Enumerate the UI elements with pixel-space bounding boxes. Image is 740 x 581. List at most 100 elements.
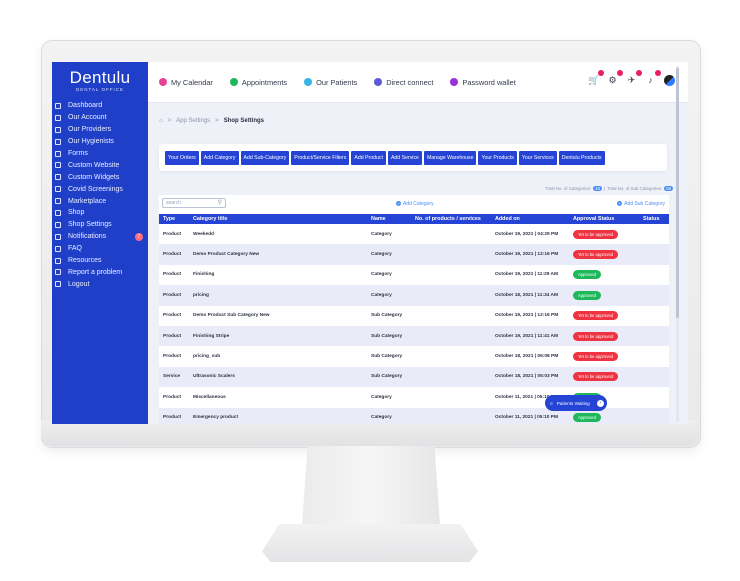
warning-icon bbox=[55, 269, 61, 276]
status-badge[interactable]: Yet to be approved bbox=[573, 352, 619, 362]
table-row[interactable]: Product Finishing Category October 19, 2021… bbox=[159, 265, 669, 285]
cell-added: October 19, 2021 | 11:41 AM bbox=[491, 325, 569, 347]
plus-icon: + bbox=[617, 201, 623, 206]
top-links: My Calendar Appointments Our Patients Direc… bbox=[148, 78, 522, 87]
sidebar-item-label: Custom Widgets bbox=[68, 173, 120, 181]
sidebar-item[interactable]: Our Hygienists bbox=[52, 136, 148, 148]
cell-added: October 11, 2021 | 05:19 PM bbox=[495, 394, 558, 400]
tab-bar: Your Orders Add Category Add Sub-Category P… bbox=[159, 144, 667, 171]
top-link-icon bbox=[304, 78, 313, 86]
table-body: Product Weekedd Category October 19, 2021 |… bbox=[159, 224, 669, 424]
sidebar-item-label: Report a problem bbox=[68, 268, 123, 276]
sidebar-item[interactable]: Logout bbox=[52, 278, 148, 290]
table-row[interactable]: Product Weekedd Category October 19, 2021 |… bbox=[159, 224, 669, 244]
sidebar: Dentulu DENTAL OFFICE Dashboard Our Accou… bbox=[52, 62, 148, 424]
table-row[interactable]: Product Emergency product Category October … bbox=[159, 407, 669, 424]
patients-waiting-button[interactable]: ☺ Patients Waiting › bbox=[545, 395, 607, 411]
add-category-button[interactable]: + Add Category bbox=[396, 201, 434, 207]
cell-title: Ultrasonic Scalers bbox=[189, 366, 367, 388]
top-link[interactable]: Our Patients bbox=[304, 78, 357, 87]
tab-button[interactable]: Add Category bbox=[200, 150, 239, 165]
patients-waiting-label: Patients Waiting bbox=[556, 400, 590, 406]
tab-button[interactable]: Product/Service Filters bbox=[291, 150, 350, 165]
cell-count bbox=[411, 366, 491, 388]
top-link[interactable]: Appointments bbox=[229, 78, 287, 87]
top-link[interactable]: Direct connect bbox=[374, 78, 433, 87]
tab-button[interactable]: Your Services bbox=[518, 150, 557, 165]
breadcrumb-separator: > bbox=[215, 118, 219, 124]
cell-title: Finishing Stripe bbox=[189, 325, 367, 347]
status-badge[interactable]: Yet to be approved bbox=[573, 250, 619, 260]
search-input[interactable]: search ⚲ bbox=[162, 198, 226, 208]
sidebar-item[interactable]: Our Account bbox=[52, 112, 148, 124]
cell-added: October 19, 2021 | 12:16 PM bbox=[491, 244, 569, 265]
add-subcategory-button[interactable]: + Add Sub Category bbox=[617, 201, 665, 207]
sidebar-item[interactable]: Report a problem bbox=[52, 266, 148, 278]
cart-icon[interactable]: 🛒 bbox=[588, 70, 604, 86]
top-link-label: Password wallet bbox=[462, 77, 516, 87]
top-link[interactable]: My Calendar bbox=[159, 78, 213, 87]
cell-added: October 18, 2021 | 06:08 PM bbox=[495, 354, 559, 360]
bell-icon[interactable]: ♪ bbox=[645, 70, 661, 86]
sidebar-item[interactable]: Forms bbox=[52, 148, 148, 160]
status-badge[interactable]: Approved bbox=[573, 290, 601, 300]
status-badge[interactable]: Yet to be approved bbox=[573, 331, 619, 341]
sidebar-item[interactable]: Custom Widgets bbox=[52, 171, 148, 183]
sidebar-item[interactable]: Covid Screenings bbox=[52, 183, 148, 195]
resources-icon bbox=[55, 257, 61, 264]
breadcrumb-parent[interactable]: App Settings bbox=[176, 118, 211, 124]
table-row[interactable]: Product pricing Category October 18, 2021 |… bbox=[159, 285, 669, 306]
status-badge[interactable]: Approved bbox=[573, 413, 601, 423]
column-header: No. of products / services bbox=[411, 214, 491, 224]
sidebar-item[interactable]: Shop bbox=[52, 207, 148, 219]
brand-logo[interactable]: Dentulu DENTAL OFFICE bbox=[52, 62, 148, 100]
sidebar-item[interactable]: Resources bbox=[52, 255, 148, 267]
avatar[interactable] bbox=[664, 75, 675, 86]
sidebar-item[interactable]: Shop Settings bbox=[52, 219, 148, 231]
cell-name: Category bbox=[367, 244, 411, 265]
top-link[interactable]: Password wallet bbox=[450, 77, 516, 87]
cell-status bbox=[639, 366, 669, 388]
sidebar-item[interactable]: Custom Website bbox=[52, 159, 148, 171]
table-header-row: Type Category title Name No. of products / … bbox=[159, 214, 669, 224]
tab-button[interactable]: Manage Warehouse bbox=[423, 150, 477, 165]
status-badge[interactable]: Yet to be approved bbox=[573, 229, 619, 239]
cell-name: Sub Category bbox=[367, 325, 411, 347]
cell-title: Weekedd bbox=[193, 231, 214, 237]
sidebar-item[interactable]: Notifications 7 bbox=[52, 231, 148, 243]
truck-icon[interactable]: ✈ bbox=[626, 70, 642, 86]
categories-count-label: Total No. of Categories: bbox=[545, 186, 592, 191]
category-panel: search ⚲ + Add Category + Add Sub Category… bbox=[159, 195, 669, 424]
home-icon[interactable]: ⌂ bbox=[159, 118, 163, 124]
website-icon bbox=[55, 162, 61, 169]
cell-count bbox=[411, 285, 491, 306]
sidebar-item[interactable]: Marketplace bbox=[52, 195, 148, 207]
sidebar-item[interactable]: FAQ bbox=[52, 243, 148, 255]
table-row[interactable]: Product Demo Product Sub Category New Sub … bbox=[159, 306, 669, 326]
marketplace-icon bbox=[55, 198, 61, 205]
status-badge[interactable]: Approved bbox=[573, 270, 601, 280]
top-link-label: My Calendar bbox=[171, 77, 213, 87]
dispatch-icon[interactable]: ⚙ bbox=[607, 70, 623, 86]
scrollbar-thumb[interactable] bbox=[676, 68, 679, 318]
sidebar-item[interactable]: Our Providers bbox=[52, 124, 148, 136]
sidebar-item[interactable]: Dashboard bbox=[52, 100, 148, 112]
table-row[interactable]: Service Ultrasonic Scalers Sub Category Oct… bbox=[159, 366, 669, 388]
table-row[interactable]: Product Finishing Stripe Sub Category Octob… bbox=[159, 325, 669, 347]
tab-button[interactable]: Add Service bbox=[387, 150, 422, 165]
cell-approval: Approved bbox=[569, 265, 639, 285]
cell-status bbox=[639, 346, 669, 366]
cell-status bbox=[639, 407, 669, 424]
tab-button[interactable]: Add Product bbox=[351, 150, 386, 165]
table-row[interactable]: Product pricing_sub Sub Category October 18… bbox=[159, 346, 669, 366]
tab-button[interactable]: Your Orders bbox=[165, 150, 199, 165]
cell-approval: Yet to be approved bbox=[569, 224, 639, 244]
status-badge[interactable]: Yet to be approved bbox=[573, 311, 619, 321]
table-row[interactable]: Product Demo Product Category New Category… bbox=[159, 244, 669, 265]
sidebar-item-label: Our Account bbox=[68, 114, 107, 122]
tab-button[interactable]: Your Products bbox=[478, 150, 517, 165]
cell-title: Demo Product Sub Category New bbox=[193, 313, 270, 319]
status-badge[interactable]: Yet to be approved bbox=[573, 372, 619, 382]
tab-button[interactable]: Add Sub-Category bbox=[240, 150, 290, 165]
tab-button[interactable]: Dentulu Products bbox=[558, 150, 605, 165]
